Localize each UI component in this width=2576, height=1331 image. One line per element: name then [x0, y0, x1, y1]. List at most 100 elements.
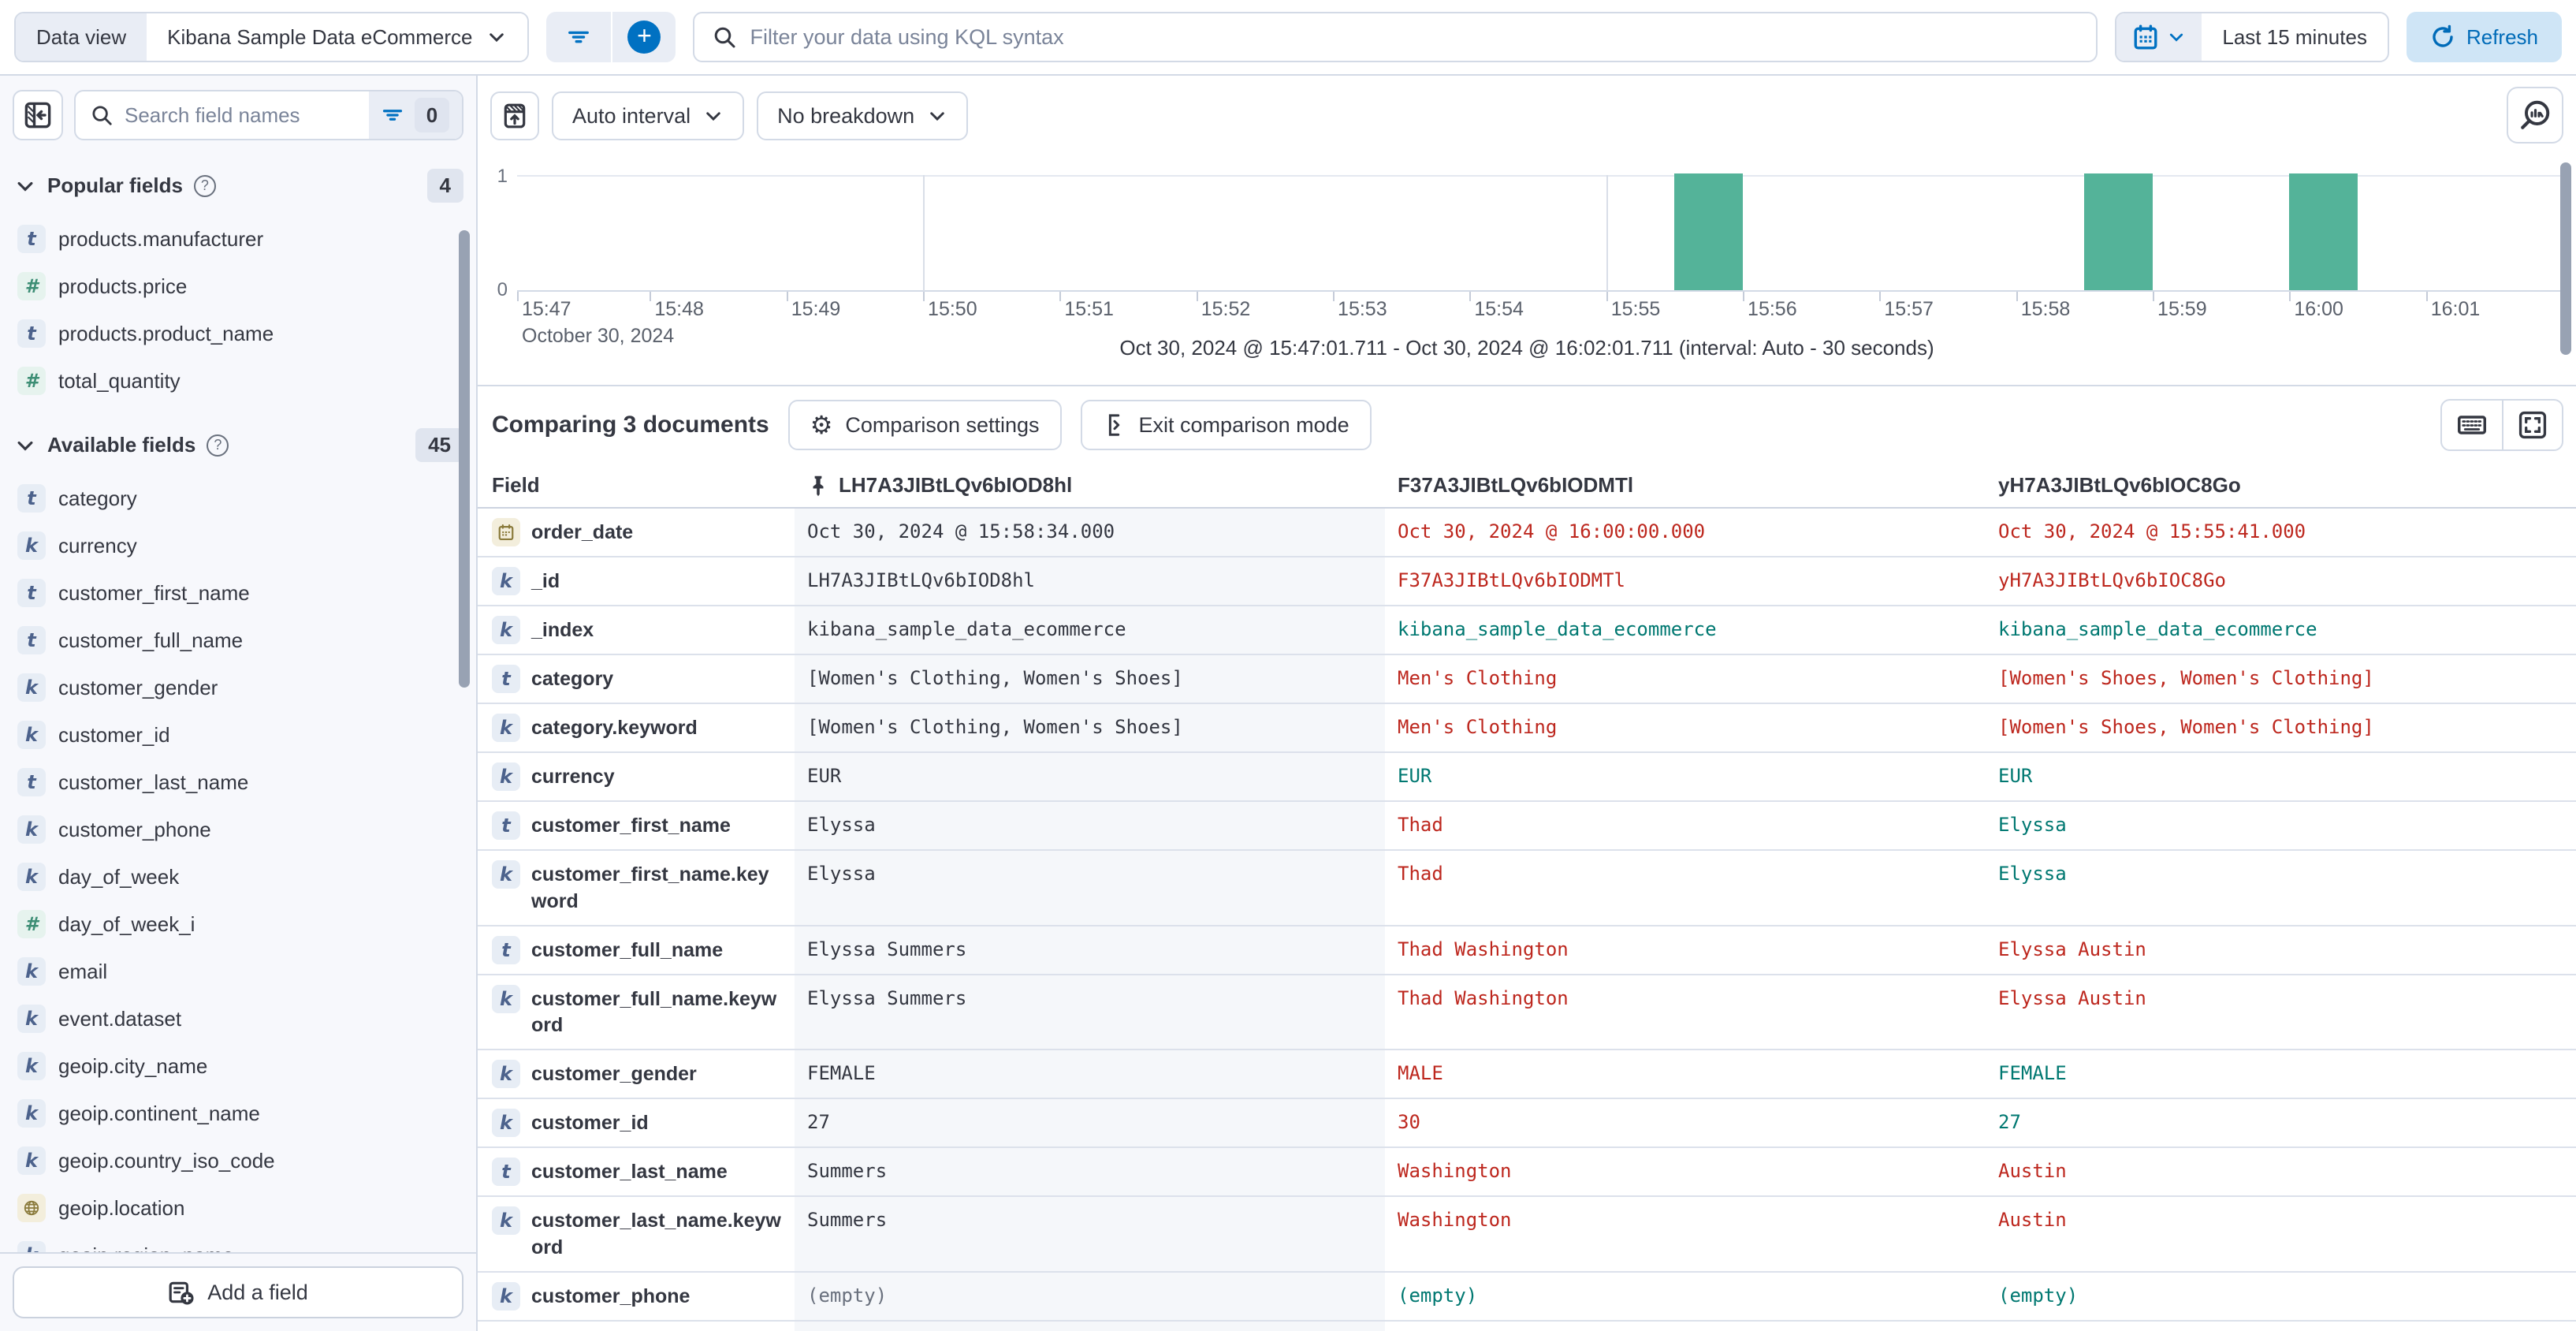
x-tick — [1879, 292, 1882, 301]
comparison-table-row: k currency EUR EUR EUR — [478, 753, 2576, 802]
field-type-geo-badge — [17, 1194, 46, 1222]
exit-comparison-button[interactable]: Exit comparison mode — [1080, 400, 1372, 450]
field-list-item[interactable]: k geoip.country_iso_code — [0, 1137, 476, 1184]
add-field-button[interactable]: Add a field — [13, 1266, 463, 1318]
field-list-item[interactable]: k event.dataset — [0, 995, 476, 1042]
field-name: customer_last_name — [58, 770, 249, 794]
comparison-table-row: k customer_first_name.keyword Elyssa Thad El… — [478, 851, 2576, 926]
plus-icon: + — [627, 21, 661, 54]
add-filter-button[interactable]: + — [611, 12, 676, 62]
field-type-k-badge: k — [492, 567, 520, 595]
interval-label: Auto interval — [572, 103, 691, 128]
field-value-cell: Oct 30, 2024 @ 16:00:00.000 — [1398, 520, 1706, 542]
field-cell: k category.keyword — [478, 704, 795, 751]
x-tick — [1743, 292, 1745, 301]
field-list-item[interactable]: t products.manufacturer — [0, 215, 476, 263]
lens-chart-icon — [2521, 100, 2550, 129]
data-view-picker[interactable]: Data view Kibana Sample Data eCommerce — [14, 12, 530, 62]
available-fields-header[interactable]: Available fields ? 45 — [0, 405, 476, 475]
field-value-cell: EUR — [795, 753, 1385, 800]
field-list-item[interactable]: k customer_gender — [0, 664, 476, 711]
field-name: category.keyword — [531, 717, 698, 739]
field-cell: k customer_full_name.keyword — [478, 975, 795, 1050]
field-name: customer_first_name — [531, 815, 731, 837]
field-list-item[interactable]: # day_of_week_i — [0, 900, 476, 948]
field-type-k-badge: k — [17, 673, 46, 702]
table-scrollbar[interactable] — [2560, 162, 2571, 355]
edit-visualization-button[interactable] — [2507, 87, 2563, 144]
comparison-settings-button[interactable]: ⚙ Comparison settings — [787, 400, 1062, 450]
field-list-item[interactable]: k geoip.region_name — [0, 1232, 476, 1252]
comparison-table-row: t customer_first_name Elyssa Thad Elyssa — [478, 802, 2576, 851]
field-list-item[interactable]: geoip.location — [0, 1184, 476, 1232]
histogram-bar[interactable] — [1674, 173, 1744, 290]
field-name: _index — [531, 619, 594, 641]
field-list-item[interactable]: t customer_last_name — [0, 759, 476, 806]
field-type-k-badge: k — [492, 1206, 520, 1235]
field-filter-button[interactable]: 0 — [369, 91, 462, 139]
kql-placeholder: Filter your data using KQL syntax — [750, 24, 1064, 49]
field-list-item[interactable]: k customer_id — [0, 711, 476, 759]
fullscreen-button[interactable] — [2502, 401, 2562, 449]
field-list-item[interactable]: # products.price — [0, 263, 476, 310]
popular-fields-count: 4 — [426, 169, 463, 203]
field-type-k-badge: k — [17, 863, 46, 891]
field-list-item[interactable]: k geoip.continent_name — [0, 1090, 476, 1137]
field-list-item[interactable]: k email — [0, 948, 476, 995]
field-value-cell: LH7A3JIBtLQv6bIOD8hl — [795, 557, 1385, 605]
field-name: customer_id — [531, 1112, 649, 1134]
y-tick-label: 0 — [497, 279, 508, 300]
breakdown-label: No breakdown — [777, 103, 915, 128]
popular-fields-header[interactable]: Popular fields ? 4 — [0, 151, 476, 215]
field-name: category — [58, 486, 137, 510]
field-value-cell: Men's Clothing — [1398, 716, 1558, 738]
collapse-sidebar-button[interactable] — [13, 90, 63, 140]
field-search-input[interactable]: Search field names 0 — [74, 90, 463, 140]
field-list-item[interactable]: t customer_first_name — [0, 569, 476, 617]
calendar-menu-button[interactable] — [2116, 13, 2202, 61]
field-list-item[interactable]: t products.product_name — [0, 310, 476, 357]
field-list-item[interactable]: k currency — [0, 522, 476, 569]
comparison-table: Field LH7A3JIBtLQv6bIOD8hl F37A3JIBtLQv6bI… — [478, 462, 2576, 1331]
document-column-header[interactable]: F37A3JIBtLQv6bIODMTl — [1385, 462, 1986, 507]
document-id: LH7A3JIBtLQv6bIOD8hl — [839, 473, 1073, 497]
document-column-header[interactable]: LH7A3JIBtLQv6bIOD8hl — [795, 462, 1385, 507]
field-type-k-badge: k — [17, 1099, 46, 1128]
field-name: customer_phone — [531, 1284, 691, 1307]
field-value-cell: Elyssa Austin — [1998, 986, 2146, 1009]
sidebar-scrollbar[interactable] — [459, 230, 470, 688]
comparison-settings-label: Comparison settings — [845, 412, 1040, 437]
comparison-table-row: k customer_full_name.keyword Elyssa Summer… — [478, 975, 2576, 1050]
field-cell: order_date — [478, 509, 795, 556]
interval-dropdown[interactable]: Auto interval — [552, 91, 745, 140]
field-type-k-badge: k — [492, 616, 520, 644]
field-value-cell: Thad Washington — [1398, 986, 1569, 1009]
field-value-cell: Men's Clothing — [1398, 667, 1558, 689]
field-value-cell: Elyssa — [795, 802, 1385, 849]
chevron-down-icon — [2170, 33, 2183, 42]
filter-icon[interactable] — [546, 12, 611, 62]
time-range-value[interactable]: Last 15 minutes — [2222, 24, 2367, 49]
histogram-bar[interactable] — [2289, 173, 2358, 290]
breakdown-dropdown[interactable]: No breakdown — [757, 91, 969, 140]
histogram-bar[interactable] — [2084, 173, 2153, 290]
document-column-header[interactable]: yH7A3JIBtLQv6bIOC8Go — [1986, 462, 2576, 507]
keyboard-shortcuts-button[interactable] — [2442, 401, 2502, 449]
field-list-item[interactable]: t category — [0, 475, 476, 522]
field-type-k-badge: k — [17, 531, 46, 560]
data-view-value[interactable]: Kibana Sample Data eCommerce — [147, 13, 528, 61]
field-list-item[interactable]: t customer_full_name — [0, 617, 476, 664]
field-list-item[interactable]: # total_quantity — [0, 357, 476, 405]
field-list-item[interactable]: k customer_phone — [0, 806, 476, 853]
hide-chart-button[interactable] — [490, 91, 539, 140]
refresh-button[interactable]: Refresh — [2406, 12, 2562, 62]
kql-search-input[interactable]: Filter your data using KQL syntax — [693, 12, 2098, 62]
field-name: products.product_name — [58, 321, 274, 345]
chart-plot-area[interactable] — [517, 173, 2567, 292]
field-value-cell: 27 — [1998, 1111, 2021, 1133]
field-list-item[interactable]: k day_of_week — [0, 853, 476, 900]
comparison-table-row: k customer_id 27 30 27 — [478, 1099, 2576, 1148]
field-list-item[interactable]: k geoip.city_name — [0, 1042, 476, 1090]
